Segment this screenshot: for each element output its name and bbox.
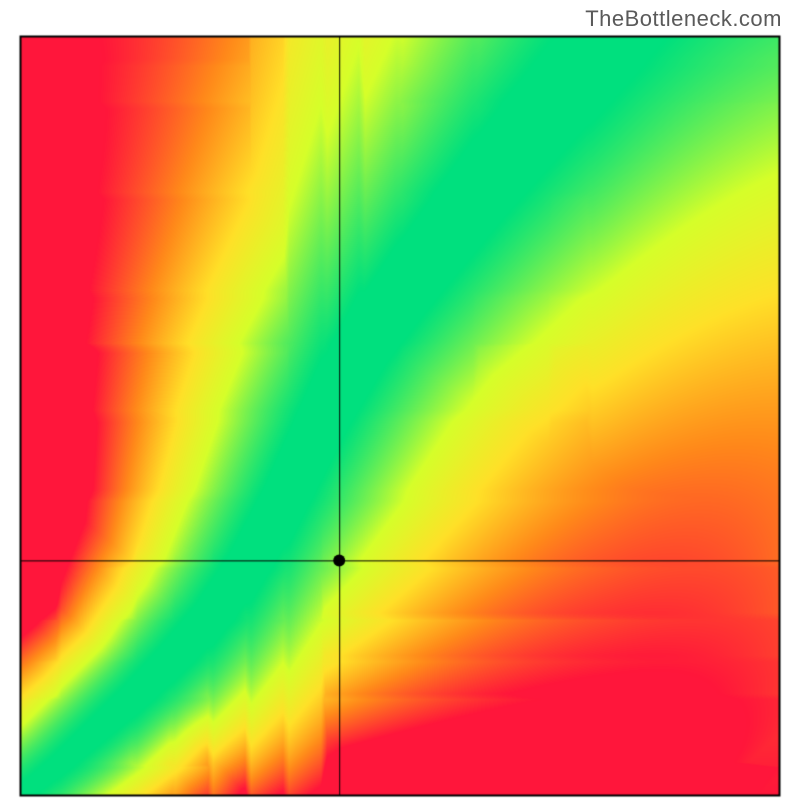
- heatmap-canvas: [0, 0, 800, 800]
- chart-container: TheBottleneck.com: [0, 0, 800, 800]
- watermark-text: TheBottleneck.com: [585, 6, 782, 32]
